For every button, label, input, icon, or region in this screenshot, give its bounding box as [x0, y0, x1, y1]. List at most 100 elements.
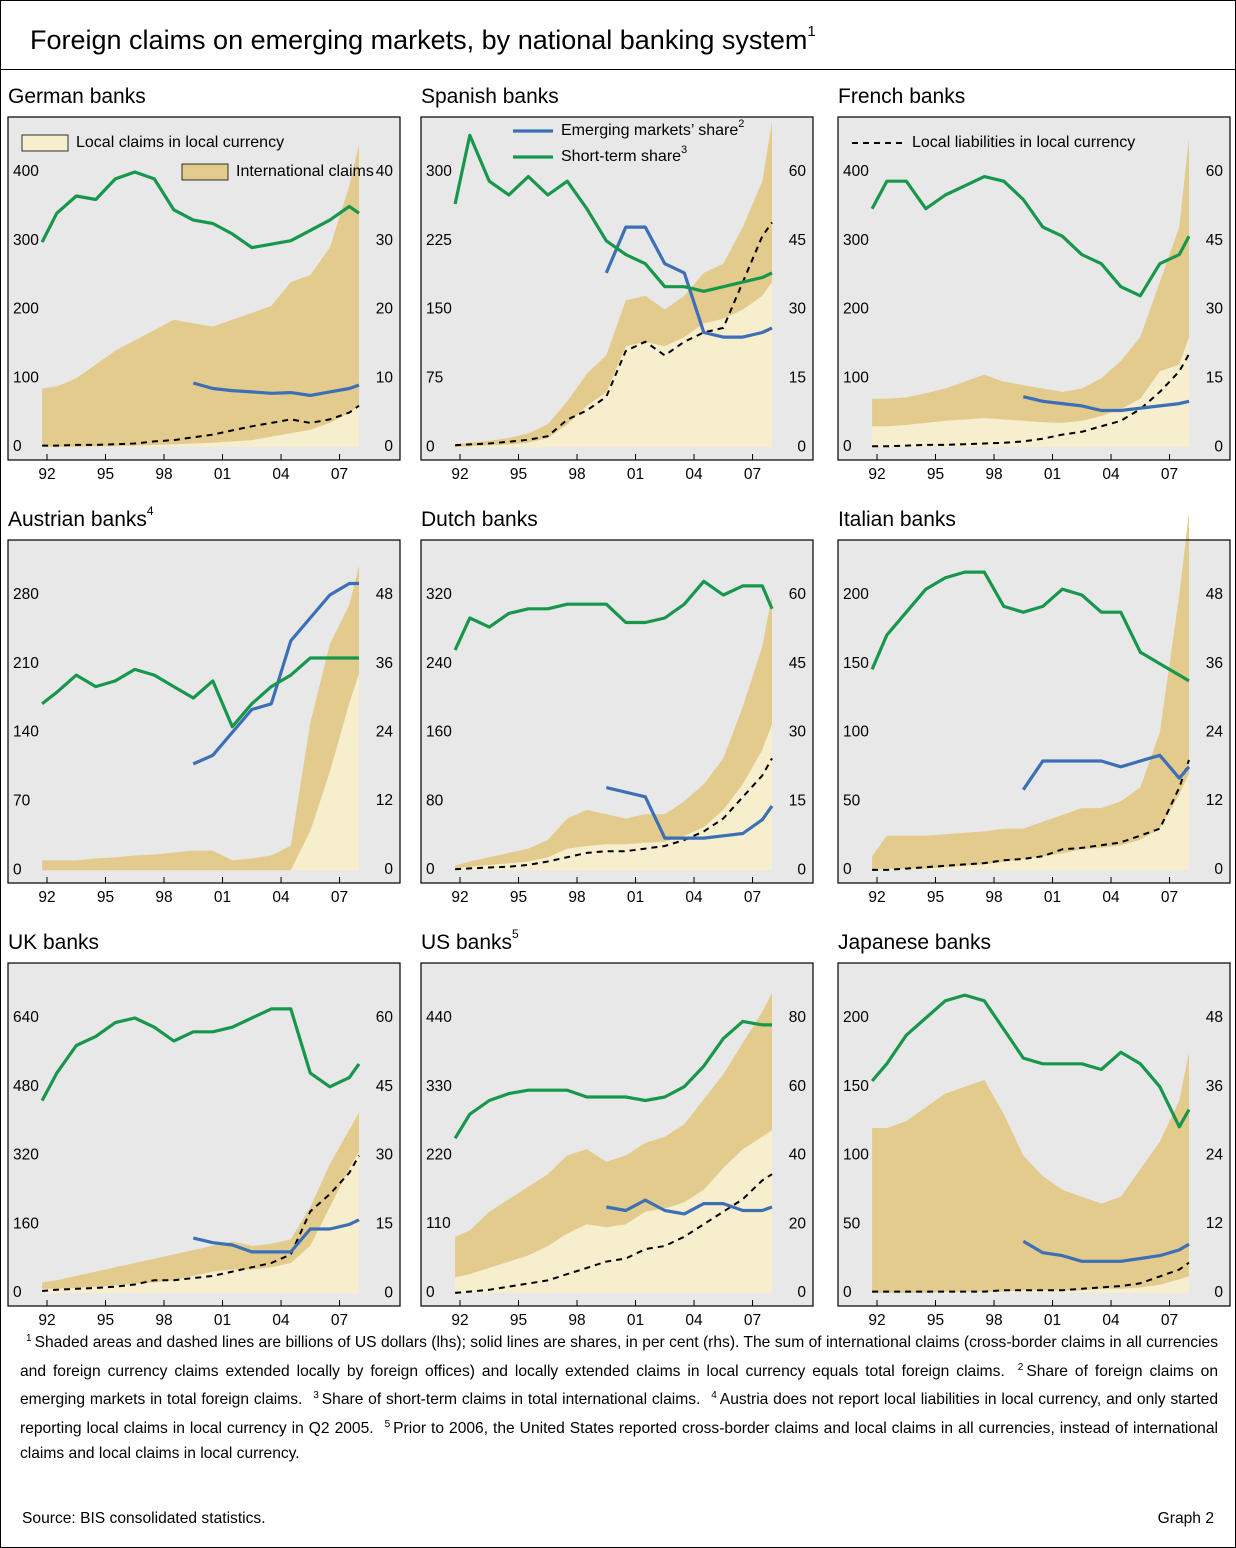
y-tick-label: 50 — [843, 1215, 861, 1232]
y2-tick-label: 0 — [1214, 438, 1223, 455]
y-tick-label: 100 — [843, 369, 869, 386]
y2-tick-label: 24 — [376, 723, 394, 740]
share-line — [453, 1019, 772, 1140]
panel-title-text: Austrian banks — [8, 508, 147, 531]
x-tick-label: 04 — [272, 1312, 290, 1329]
x-tick-label: 92 — [38, 1312, 55, 1329]
y2-tick-label: 30 — [789, 724, 807, 741]
x-tick-label: 92 — [38, 466, 55, 483]
share-line — [1022, 395, 1190, 413]
y2-tick-label: 15 — [376, 1215, 393, 1232]
legend-swatch — [181, 163, 229, 181]
footnote-text: Share of foreign claims on emerging mark… — [20, 1362, 1218, 1409]
y2-tick-label: 30 — [1206, 301, 1224, 318]
share-line — [870, 570, 1190, 683]
y2-tick-label: 24 — [1206, 1146, 1224, 1163]
y2-tick-label: 24 — [1206, 723, 1224, 740]
y-tick-label: 480 — [13, 1078, 39, 1095]
area — [42, 673, 359, 871]
x-tick-label: 98 — [155, 1312, 172, 1329]
panel-title-text: Dutch banks — [421, 508, 538, 531]
x-tick-label: 04 — [685, 889, 703, 906]
y-tick-label: 110 — [426, 1215, 451, 1232]
y-tick-label: 300 — [13, 232, 39, 249]
y-tick-label: 160 — [426, 724, 452, 741]
y2-tick-label: 36 — [1206, 655, 1223, 672]
legend-note: 2 — [738, 118, 744, 130]
plot-border — [837, 962, 1231, 1307]
y-tick-label: 200 — [843, 301, 869, 318]
y-tick-label: 0 — [843, 438, 852, 455]
panel-title-text: Japanese banks — [838, 931, 991, 954]
figure-title: Foreign claims on emerging markets, by n… — [30, 23, 816, 55]
x-tick-label: 95 — [510, 1312, 527, 1329]
y-tick-label: 200 — [843, 1009, 869, 1026]
footnote-text: Prior to 2006, the United States reporte… — [20, 1420, 1218, 1462]
y-tick-label: 220 — [426, 1147, 452, 1164]
y-tick-label: 300 — [426, 163, 452, 180]
x-tick-label: 95 — [927, 466, 944, 483]
graph-label: Graph 2 — [1157, 1510, 1214, 1527]
x-tick-label: 92 — [868, 1312, 885, 1329]
x-tick-label: 98 — [985, 1312, 1002, 1329]
footnote-mark: 3 — [313, 1390, 319, 1402]
x-tick-label: 92 — [38, 889, 55, 906]
legend-label: Local liabilities in local currency — [912, 134, 1135, 151]
y-tick-label: 440 — [426, 1009, 452, 1026]
y2-tick-label: 15 — [789, 792, 806, 809]
panel-title-text: UK banks — [8, 931, 99, 954]
y2-tick-label: 15 — [789, 369, 806, 386]
y2-tick-label: 30 — [376, 1147, 394, 1164]
x-tick-label: 95 — [927, 889, 944, 906]
y-tick-label: 225 — [426, 232, 452, 249]
share-line — [192, 1218, 360, 1254]
footnote-text: Austria does not report local liabilitie… — [20, 1391, 1219, 1438]
y-tick-label: 100 — [13, 369, 39, 386]
x-tick-label: 04 — [1102, 889, 1120, 906]
x-tick-label: 07 — [331, 889, 348, 906]
y-tick-label: 640 — [13, 1009, 39, 1026]
area — [872, 1276, 1189, 1293]
area — [455, 282, 772, 448]
y2-tick-label: 48 — [1206, 586, 1223, 603]
y-tick-label: 400 — [843, 163, 869, 180]
share-line — [1022, 1239, 1190, 1263]
share-line — [1021, 753, 1191, 791]
footnote-mark: 2 — [1017, 1361, 1024, 1373]
y2-tick-label: 60 — [376, 1009, 394, 1026]
x-tick-label: 07 — [331, 1312, 348, 1329]
legend-note: 3 — [681, 144, 687, 156]
y2-tick-label: 0 — [797, 438, 806, 455]
y2-tick-label: 80 — [789, 1009, 807, 1026]
y-tick-label: 50 — [843, 792, 861, 809]
x-tick-label: 04 — [272, 889, 290, 906]
y2-tick-label: 30 — [376, 232, 394, 249]
panel-title: Dutch banks — [421, 508, 538, 531]
legend-label: International claims — [236, 163, 374, 180]
y2-tick-label: 48 — [1206, 1009, 1223, 1026]
y-tick-label: 0 — [843, 861, 852, 878]
x-tick-label: 01 — [1044, 1312, 1061, 1329]
x-tick-label: 98 — [155, 889, 172, 906]
y-tick-label: 320 — [13, 1147, 39, 1164]
x-tick-label: 01 — [214, 889, 231, 906]
x-tick-label: 07 — [744, 466, 761, 483]
y-tick-label: 150 — [843, 655, 869, 672]
panel-title-text: Spanish banks — [421, 85, 559, 108]
legend-label: Short-term share3 — [561, 144, 687, 165]
x-tick-label: 98 — [568, 889, 585, 906]
x-tick-label: 04 — [272, 466, 290, 483]
footnote-mark: 4 — [711, 1390, 717, 1402]
x-tick-label: 92 — [868, 889, 885, 906]
panel-title-text: US banks — [421, 931, 512, 954]
x-tick-label: 04 — [685, 466, 703, 483]
plot-border — [420, 962, 814, 1307]
y2-tick-label: 10 — [376, 369, 394, 386]
y2-tick-label: 12 — [1206, 1215, 1223, 1232]
panel-title: French banks — [838, 85, 965, 108]
footnote-text: Share of short-term claims in total inte… — [321, 1391, 701, 1409]
title-text: Foreign claims on emerging markets, by n… — [30, 25, 807, 55]
x-tick-label: 92 — [451, 889, 468, 906]
x-tick-label: 92 — [451, 466, 468, 483]
